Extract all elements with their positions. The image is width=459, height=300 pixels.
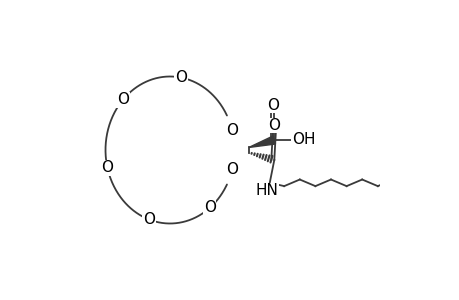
Polygon shape [248,136,275,148]
Text: O: O [143,212,155,227]
Text: HN: HN [255,183,278,198]
Text: OH: OH [291,133,314,148]
Text: O: O [226,124,238,139]
Text: O: O [203,200,215,215]
Text: O: O [226,161,238,176]
Text: O: O [117,92,129,107]
Text: O: O [101,160,113,175]
Text: O: O [268,118,280,133]
Text: O: O [266,98,278,113]
Text: O: O [175,70,187,85]
